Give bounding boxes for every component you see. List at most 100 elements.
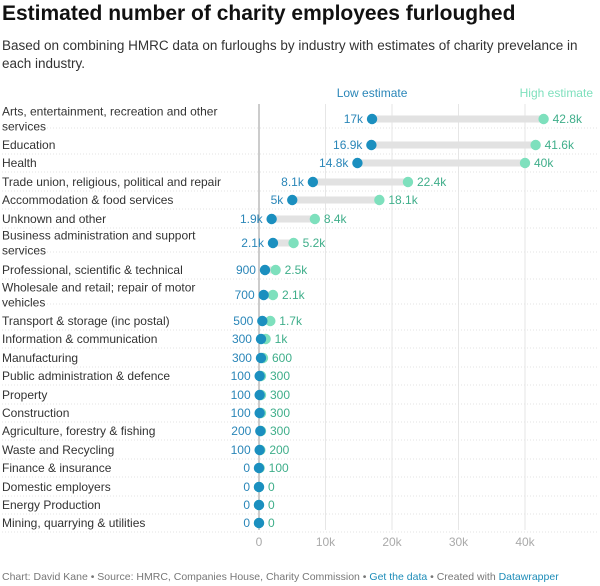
data-row: Trade union, religious, political and re…: [2, 175, 598, 192]
high-estimate-dot: [538, 113, 549, 125]
low-estimate-dot: [253, 481, 265, 493]
category-label: Domestic employers: [2, 480, 111, 494]
low-estimate-dot: [253, 499, 265, 511]
data-row: Business administration and support servi…: [2, 229, 598, 258]
category-label-line: Mining, quarrying & utilities: [2, 516, 145, 530]
high-value-label: 42.8k: [553, 112, 583, 126]
high-value-label: 41.6k: [545, 138, 575, 152]
category-label-line: Wholesale and retail; repair of motor: [2, 281, 195, 295]
data-row: Mining, quarrying & utilities 0 0: [2, 516, 598, 533]
low-estimate-dot: [254, 389, 265, 401]
category-label-line: Health: [2, 156, 37, 170]
high-estimate-dot: [309, 213, 321, 225]
range-dot-chart: Arts, entertainment, recreation and othe…: [2, 86, 598, 549]
legend-low-estimate: Low estimate: [337, 86, 408, 100]
category-label-line: Construction: [2, 406, 69, 420]
low-estimate-dot: [267, 237, 279, 249]
low-estimate-dot: [287, 194, 298, 206]
data-row: Arts, entertainment, recreation and othe…: [2, 105, 598, 134]
high-value-label: 200: [269, 443, 289, 457]
category-label: Finance & insurance: [2, 461, 112, 475]
low-value-label: 100: [231, 369, 251, 383]
low-value-label: 100: [231, 443, 251, 457]
category-label-line: Business administration and support: [2, 229, 196, 243]
category-label-line: Arts, entertainment, recreation and othe…: [2, 105, 217, 119]
high-value-label: 1k: [275, 332, 289, 346]
high-value-label: 300: [270, 406, 290, 420]
x-axis: 0 10k 20k 30k 40k: [256, 535, 536, 549]
low-value-label: 17k: [344, 112, 364, 126]
data-row: Accommodation & food services 5k 18.1k: [2, 193, 598, 210]
high-estimate-dot: [374, 194, 385, 206]
low-value-label: 1.9k: [240, 212, 264, 226]
low-estimate-dot: [255, 333, 267, 345]
data-row: Energy Production 0 0: [2, 498, 598, 515]
category-label-line: Professional, scientific & technical: [2, 263, 183, 277]
chart-title: Estimated number of charity employees fu…: [2, 2, 516, 25]
low-value-label: 0: [243, 516, 250, 530]
low-estimate-dot: [253, 462, 265, 474]
low-value-label: 0: [243, 461, 250, 475]
low-estimate-dot: [253, 517, 265, 529]
high-value-label: 600: [272, 351, 292, 365]
high-value-label: 0: [268, 498, 275, 512]
category-label-line: Property: [2, 388, 47, 402]
category-label: Waste and Recycling: [2, 443, 114, 457]
low-value-label: 200: [231, 424, 251, 438]
low-value-label: 8.1k: [281, 175, 305, 189]
category-label-line: Agriculture, forestry & fishing: [2, 424, 155, 438]
high-estimate-dot: [519, 157, 531, 169]
x-tick-label: 0: [256, 535, 263, 549]
legend-high-estimate: High estimate: [520, 86, 594, 100]
data-row: Transport & storage (inc postal) 500 1.7k: [2, 314, 598, 331]
data-row: Property 100 300: [2, 388, 598, 405]
data-row: Public administration & defence 100 300: [2, 369, 598, 386]
category-label: Arts, entertainment, recreation and othe…: [2, 105, 217, 134]
high-value-label: 100: [269, 461, 289, 475]
category-label: Energy Production: [2, 498, 101, 512]
high-value-label: 300: [270, 369, 290, 383]
high-value-label: 22.4k: [417, 175, 447, 189]
low-estimate-dot: [259, 264, 271, 276]
footer-source: Chart: David Kane • Source: HMRC, Compan…: [2, 571, 370, 583]
category-label-line: Transport & storage (inc postal): [2, 314, 170, 328]
high-value-label: 18.1k: [388, 193, 418, 207]
category-label: Trade union, religious, political and re…: [2, 175, 221, 189]
data-row: Finance & insurance 0 100: [2, 461, 598, 478]
high-value-label: 8.4k: [324, 212, 348, 226]
low-value-label: 100: [231, 388, 251, 402]
category-label: Professional, scientific & technical: [2, 263, 183, 277]
high-value-label: 300: [270, 388, 290, 402]
low-value-label: 100: [231, 406, 251, 420]
category-label: Accommodation & food services: [2, 193, 173, 207]
data-row: Education 16.9k 41.6k: [2, 138, 598, 155]
category-label: Information & communication: [2, 332, 157, 346]
high-value-label: 2.1k: [282, 288, 306, 302]
data-row: Health 14.8k 40k: [2, 156, 598, 173]
get-data-link[interactable]: Get the data: [369, 571, 428, 583]
high-value-label: 2.5k: [285, 263, 309, 277]
data-row: Construction 100 300: [2, 406, 598, 423]
chart-subtitle: Based on combining HMRC data on furlough…: [2, 38, 578, 71]
category-label-line: Accommodation & food services: [2, 193, 173, 207]
low-estimate-dot: [366, 113, 378, 125]
category-label-line: Waste and Recycling: [2, 443, 114, 457]
low-estimate-dot: [307, 176, 319, 188]
low-value-label: 900: [236, 263, 256, 277]
datawrapper-link[interactable]: Datawrapper: [498, 571, 559, 583]
low-value-label: 500: [233, 314, 253, 328]
low-estimate-dot: [258, 289, 269, 301]
data-row: Information & communication 300 1k: [2, 332, 598, 349]
category-label: Manufacturing: [2, 351, 78, 365]
category-label: Property: [2, 388, 47, 402]
category-label: Business administration and support servi…: [2, 229, 196, 258]
category-label: Transport & storage (inc postal): [2, 314, 170, 328]
data-row: Unknown and other 1.9k 8.4k: [2, 212, 598, 229]
low-value-label: 2.1k: [241, 236, 265, 250]
category-label-line: Information & communication: [2, 332, 157, 346]
category-label-line: Domestic employers: [2, 480, 111, 494]
high-value-label: 1.7k: [279, 314, 303, 328]
high-estimate-dot: [288, 237, 299, 249]
category-label-line: Unknown and other: [2, 212, 106, 226]
low-estimate-dot: [366, 139, 377, 151]
